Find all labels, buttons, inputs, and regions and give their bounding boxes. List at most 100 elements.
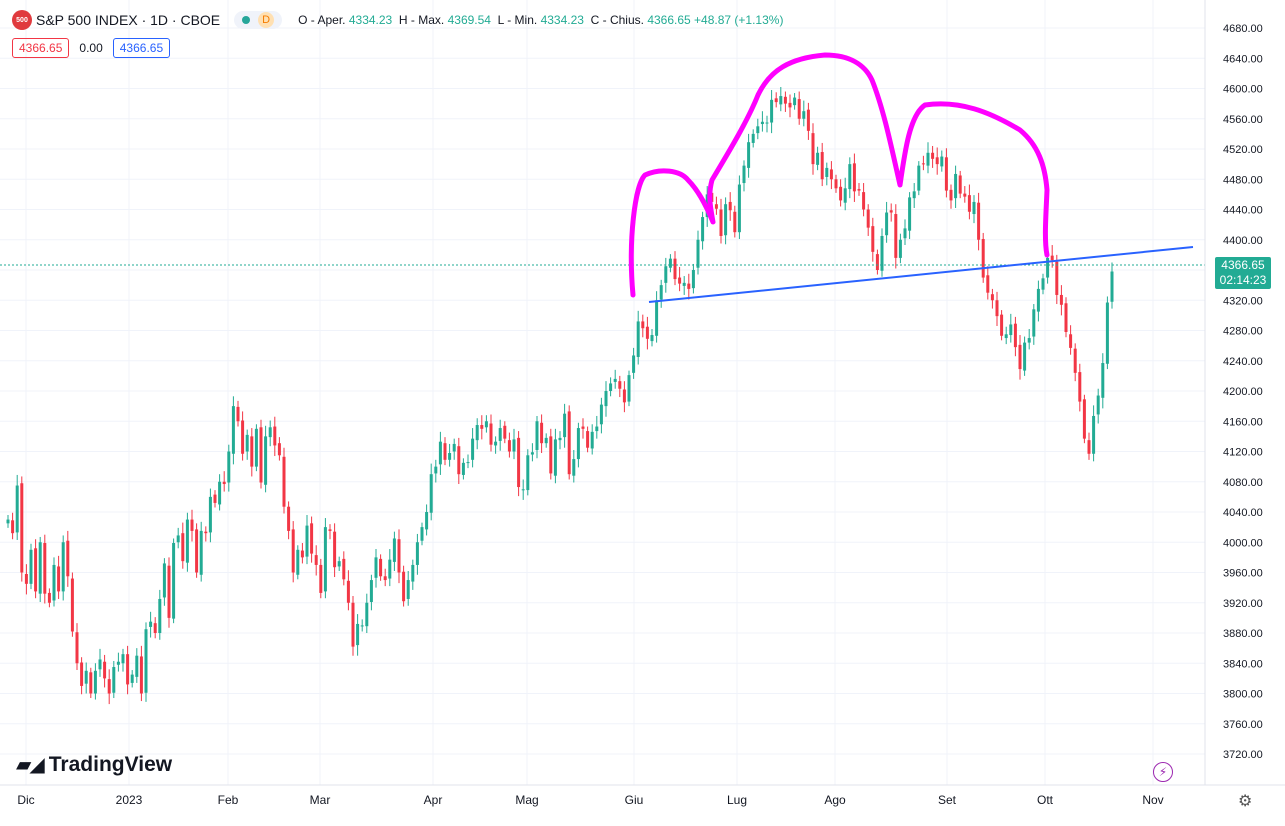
candle	[793, 93, 797, 110]
gear-icon[interactable]: ⚙	[1238, 793, 1253, 810]
candle-body	[829, 169, 833, 180]
candle-body	[820, 152, 824, 180]
candle-body	[75, 632, 79, 664]
candle-body	[940, 156, 944, 167]
candle	[1036, 280, 1040, 322]
candle-body	[889, 210, 893, 213]
candle-body	[498, 428, 502, 441]
candle-body	[691, 270, 695, 289]
candle-body	[218, 481, 222, 505]
candle-body	[954, 173, 958, 199]
candle-body	[797, 99, 801, 119]
candle	[963, 186, 967, 203]
candle	[15, 474, 19, 540]
candle-body	[737, 184, 741, 233]
sell-price-button[interactable]: 4366.65	[12, 38, 70, 58]
candle	[57, 555, 61, 599]
candle	[977, 192, 981, 251]
candle	[144, 622, 148, 702]
market-status[interactable]: D	[234, 11, 283, 29]
candle-body	[241, 420, 245, 454]
candle	[517, 431, 521, 497]
candle-body	[1087, 440, 1091, 454]
candle-body	[894, 214, 898, 258]
chart-header: 500 S&P 500 INDEX · 1D · CBOE D O - Aper…	[12, 10, 783, 30]
candle	[1073, 343, 1077, 382]
lightning-icon[interactable]: ⚡	[1153, 762, 1173, 782]
candle	[489, 414, 493, 452]
candle	[931, 145, 935, 168]
candle-body	[374, 557, 378, 578]
candle-body	[300, 550, 304, 558]
candle	[645, 316, 649, 350]
candle	[425, 504, 429, 536]
candle	[227, 444, 231, 492]
candle	[921, 155, 925, 171]
candle-body	[802, 111, 806, 119]
candle-body	[1082, 399, 1086, 439]
candle	[130, 670, 134, 688]
candle	[894, 204, 898, 269]
candle-body	[622, 389, 626, 403]
candle	[1082, 394, 1086, 444]
candle-body	[871, 226, 875, 252]
candle-body	[296, 549, 300, 575]
candle	[6, 515, 10, 528]
candle-body	[590, 431, 594, 449]
symbol-logo[interactable]: 500	[12, 10, 32, 30]
candle	[126, 645, 130, 695]
candle	[949, 184, 953, 209]
candle-body	[659, 285, 663, 300]
candle	[112, 660, 116, 699]
candle-body	[204, 531, 208, 534]
candle-body	[1096, 395, 1100, 415]
candle	[857, 183, 861, 196]
candle-body	[1050, 255, 1054, 261]
candle-body	[627, 375, 631, 402]
candle-body	[783, 96, 787, 104]
tradingview-logo[interactable]: ▰◢ TradingView	[16, 752, 172, 777]
candle	[438, 431, 442, 475]
candle	[208, 488, 212, 543]
candle-body	[264, 436, 268, 485]
candle	[195, 523, 199, 578]
candle-body	[747, 142, 751, 168]
candle-body	[6, 519, 10, 524]
candle	[875, 249, 879, 275]
candle	[1009, 313, 1013, 343]
candle	[650, 328, 654, 347]
candle-body	[512, 439, 516, 452]
candle-body	[1092, 415, 1096, 454]
candle-body	[774, 98, 778, 103]
candle	[402, 565, 406, 607]
y-tick-label: 4120.00	[1223, 447, 1263, 459]
symbol-title[interactable]: S&P 500 INDEX · 1D · CBOE	[36, 12, 221, 28]
candle-body	[935, 157, 939, 165]
candle-body	[963, 193, 967, 197]
candle-body	[135, 655, 139, 677]
open-value: 4334.23	[348, 13, 393, 27]
x-tick-label: Mar	[310, 793, 331, 807]
candle-body	[254, 428, 258, 467]
candle-body	[172, 543, 176, 619]
candle-body	[1000, 314, 1004, 336]
brand-name: TradingView	[48, 752, 173, 776]
candle	[503, 421, 507, 444]
y-tick-label: 4000.00	[1223, 537, 1263, 549]
candle-body	[305, 525, 309, 557]
candle-body	[1101, 363, 1105, 398]
candle-body	[397, 539, 401, 573]
candle	[540, 414, 544, 454]
candle-body	[158, 598, 162, 633]
candle	[172, 538, 176, 624]
candle-body	[273, 426, 277, 446]
candle	[103, 654, 107, 688]
candle-body	[558, 437, 562, 441]
candle-body	[1032, 309, 1036, 337]
candle	[498, 419, 502, 451]
candle-body	[1055, 261, 1059, 295]
candle-body	[144, 629, 148, 693]
candle	[990, 288, 994, 309]
buy-price-button[interactable]: 4366.65	[112, 38, 171, 58]
